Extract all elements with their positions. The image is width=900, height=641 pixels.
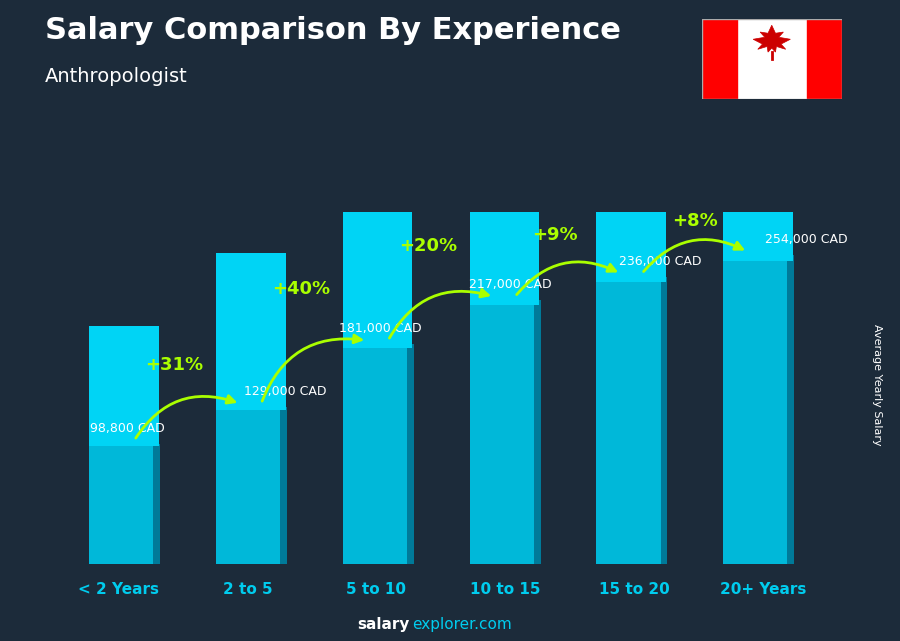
Text: < 2 Years: < 2 Years bbox=[78, 582, 159, 597]
Text: 236,000 CAD: 236,000 CAD bbox=[618, 255, 701, 269]
Bar bbox=[89, 326, 158, 446]
Bar bbox=[534, 300, 541, 564]
Bar bbox=[788, 255, 795, 564]
Text: 254,000 CAD: 254,000 CAD bbox=[765, 233, 847, 247]
Text: 2 to 5: 2 to 5 bbox=[222, 582, 273, 597]
Text: +20%: +20% bbox=[400, 237, 457, 254]
Bar bbox=[724, 0, 793, 261]
Text: +40%: +40% bbox=[273, 280, 330, 298]
PathPatch shape bbox=[753, 25, 790, 52]
Text: Salary Comparison By Experience: Salary Comparison By Experience bbox=[45, 16, 621, 45]
Bar bbox=[597, 0, 666, 282]
Text: +31%: +31% bbox=[146, 356, 203, 374]
Text: +9%: +9% bbox=[533, 226, 578, 244]
Bar bbox=[216, 407, 285, 564]
Bar bbox=[89, 444, 158, 564]
Text: explorer.com: explorer.com bbox=[412, 617, 512, 633]
Text: Average Yearly Salary: Average Yearly Salary bbox=[872, 324, 883, 445]
Text: +8%: +8% bbox=[672, 212, 717, 230]
Text: 181,000 CAD: 181,000 CAD bbox=[339, 322, 422, 335]
Text: 217,000 CAD: 217,000 CAD bbox=[469, 278, 552, 292]
Bar bbox=[597, 277, 666, 564]
Text: 15 to 20: 15 to 20 bbox=[599, 582, 670, 597]
Bar bbox=[806, 19, 842, 99]
Text: 10 to 15: 10 to 15 bbox=[471, 582, 541, 597]
Text: 20+ Years: 20+ Years bbox=[720, 582, 806, 597]
Bar bbox=[661, 277, 668, 564]
Text: 98,800 CAD: 98,800 CAD bbox=[89, 422, 165, 435]
Bar bbox=[470, 300, 539, 564]
Bar bbox=[343, 128, 412, 348]
Bar bbox=[470, 41, 539, 305]
Text: Anthropologist: Anthropologist bbox=[45, 67, 188, 87]
Text: 5 to 10: 5 to 10 bbox=[346, 582, 407, 597]
Bar bbox=[724, 255, 793, 564]
Bar bbox=[216, 253, 285, 410]
Bar bbox=[153, 444, 160, 564]
Text: salary: salary bbox=[357, 617, 410, 633]
Bar bbox=[343, 344, 412, 564]
Bar bbox=[280, 407, 287, 564]
Bar bbox=[407, 344, 414, 564]
Bar bbox=[702, 19, 737, 99]
Text: 129,000 CAD: 129,000 CAD bbox=[244, 385, 327, 399]
